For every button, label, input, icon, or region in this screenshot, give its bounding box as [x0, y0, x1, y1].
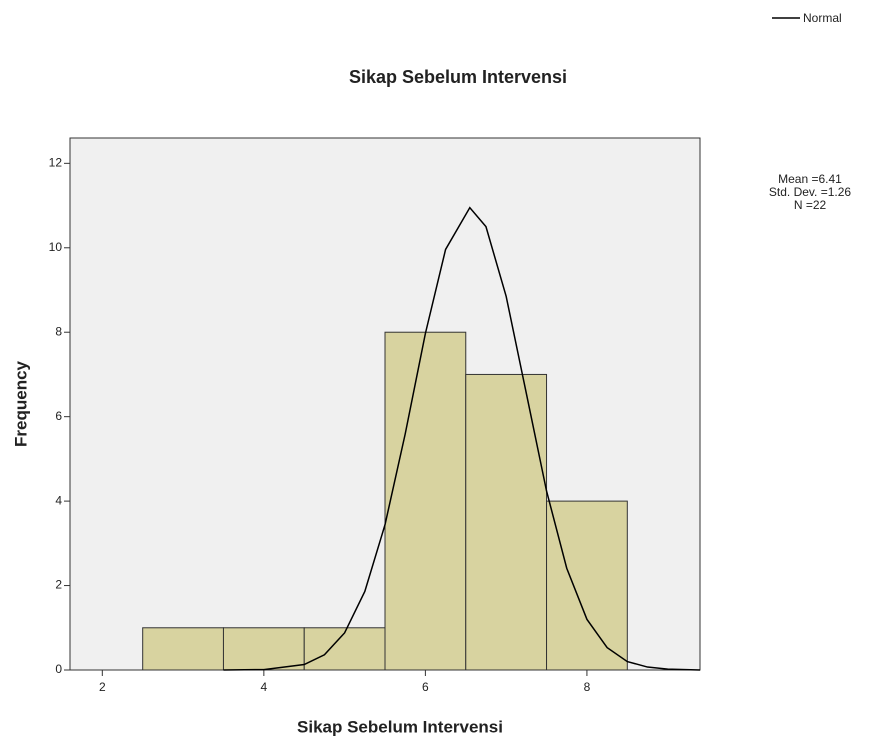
x-axis-label: Sikap Sebelum Intervensi — [297, 717, 503, 736]
x-tick-label: 4 — [261, 680, 268, 694]
y-tick-label: 0 — [55, 662, 62, 676]
x-tick-label: 6 — [422, 680, 429, 694]
chart-title: Sikap Sebelum Intervensi — [349, 67, 567, 87]
stats-annotation: Mean =6.41 — [778, 172, 842, 186]
y-tick-label: 2 — [55, 578, 62, 592]
normal-curve — [223, 206, 701, 671]
y-tick-label: 6 — [55, 409, 62, 423]
y-tick-label: 8 — [55, 324, 62, 338]
bar — [465, 373, 548, 671]
bar — [303, 627, 386, 671]
bar — [142, 627, 224, 671]
x-tick-label: 2 — [99, 680, 106, 694]
y-axis-label: Frequency — [11, 360, 30, 447]
y-tick-label: 12 — [49, 156, 63, 170]
y-tick-label: 10 — [49, 240, 63, 254]
y-tick-label: 4 — [55, 493, 62, 507]
bar — [546, 500, 628, 671]
legend-label: Normal — [803, 11, 842, 25]
stats-annotation: Std. Dev. =1.26 — [769, 185, 851, 199]
x-tick-label: 8 — [584, 680, 591, 694]
bar — [384, 331, 467, 671]
bar — [222, 627, 305, 671]
stats-annotation: N =22 — [794, 198, 827, 212]
